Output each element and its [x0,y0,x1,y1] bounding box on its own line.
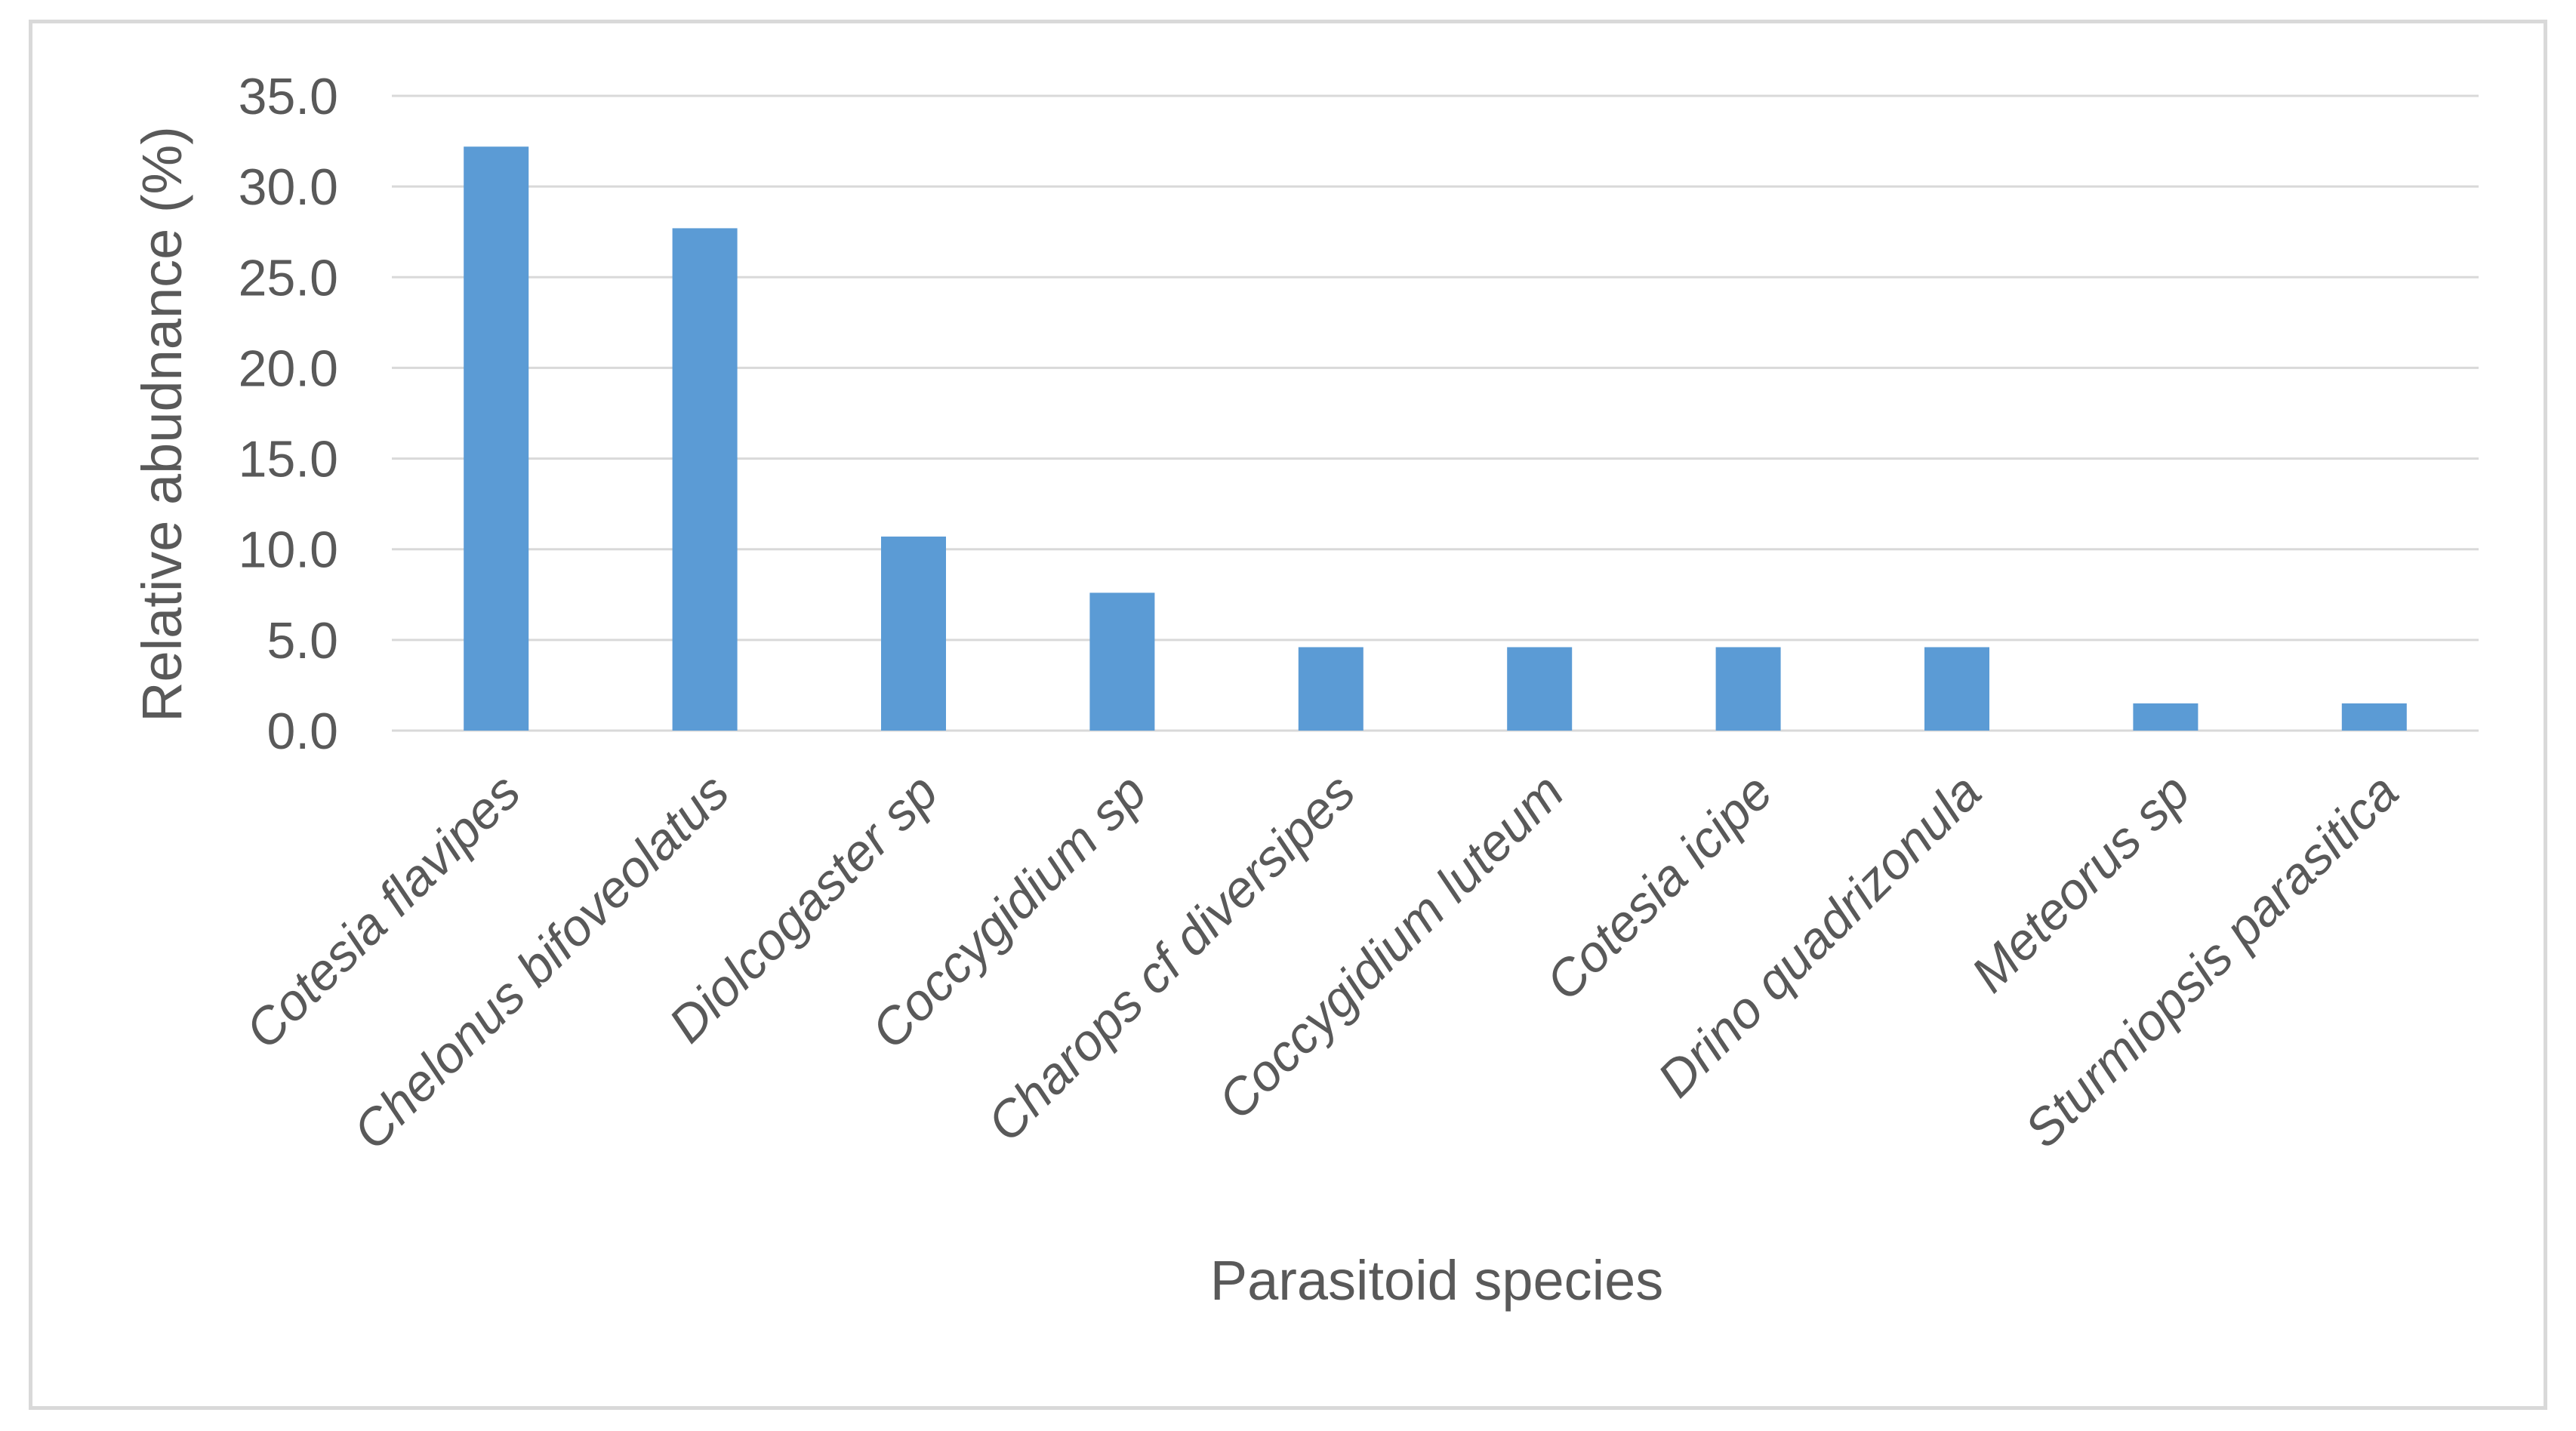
bar [1715,647,1781,731]
bar [2341,703,2407,731]
y-tick-label: 30.0 [239,158,338,216]
bar [1298,647,1363,731]
bar [464,146,529,731]
category-label: Coccygidium luteum [1207,763,1575,1131]
bar [672,228,738,731]
bar [1507,647,1573,731]
y-tick-labels: 0.0 5.0 10.0 15.0 20.0 25.0 30.0 35.0 [239,68,338,760]
y-tick-label: 0.0 [267,703,338,760]
bar [2133,703,2199,731]
y-tick-label: 35.0 [239,68,338,125]
y-axis-title: Relative abudnance (%) [131,126,193,722]
y-tick-label: 20.0 [239,340,338,397]
bar [881,536,946,731]
y-tick-label: 15.0 [239,431,338,488]
bar [1089,592,1155,731]
y-tick-label: 10.0 [239,522,338,579]
gridlines [392,94,2479,732]
bar [1924,647,1989,731]
category-label: Charops cf diversipes [976,763,1366,1152]
category-label: Sturmiopsis parasitica [2014,763,2409,1159]
y-tick-label: 5.0 [267,612,338,669]
category-label: Chelonus bifoveolatus [342,763,740,1161]
x-axis-title: Parasitoid species [1210,1249,1664,1312]
y-tick-label: 25.0 [239,249,338,306]
chart-frame [29,20,2547,1410]
bars [464,146,2407,731]
